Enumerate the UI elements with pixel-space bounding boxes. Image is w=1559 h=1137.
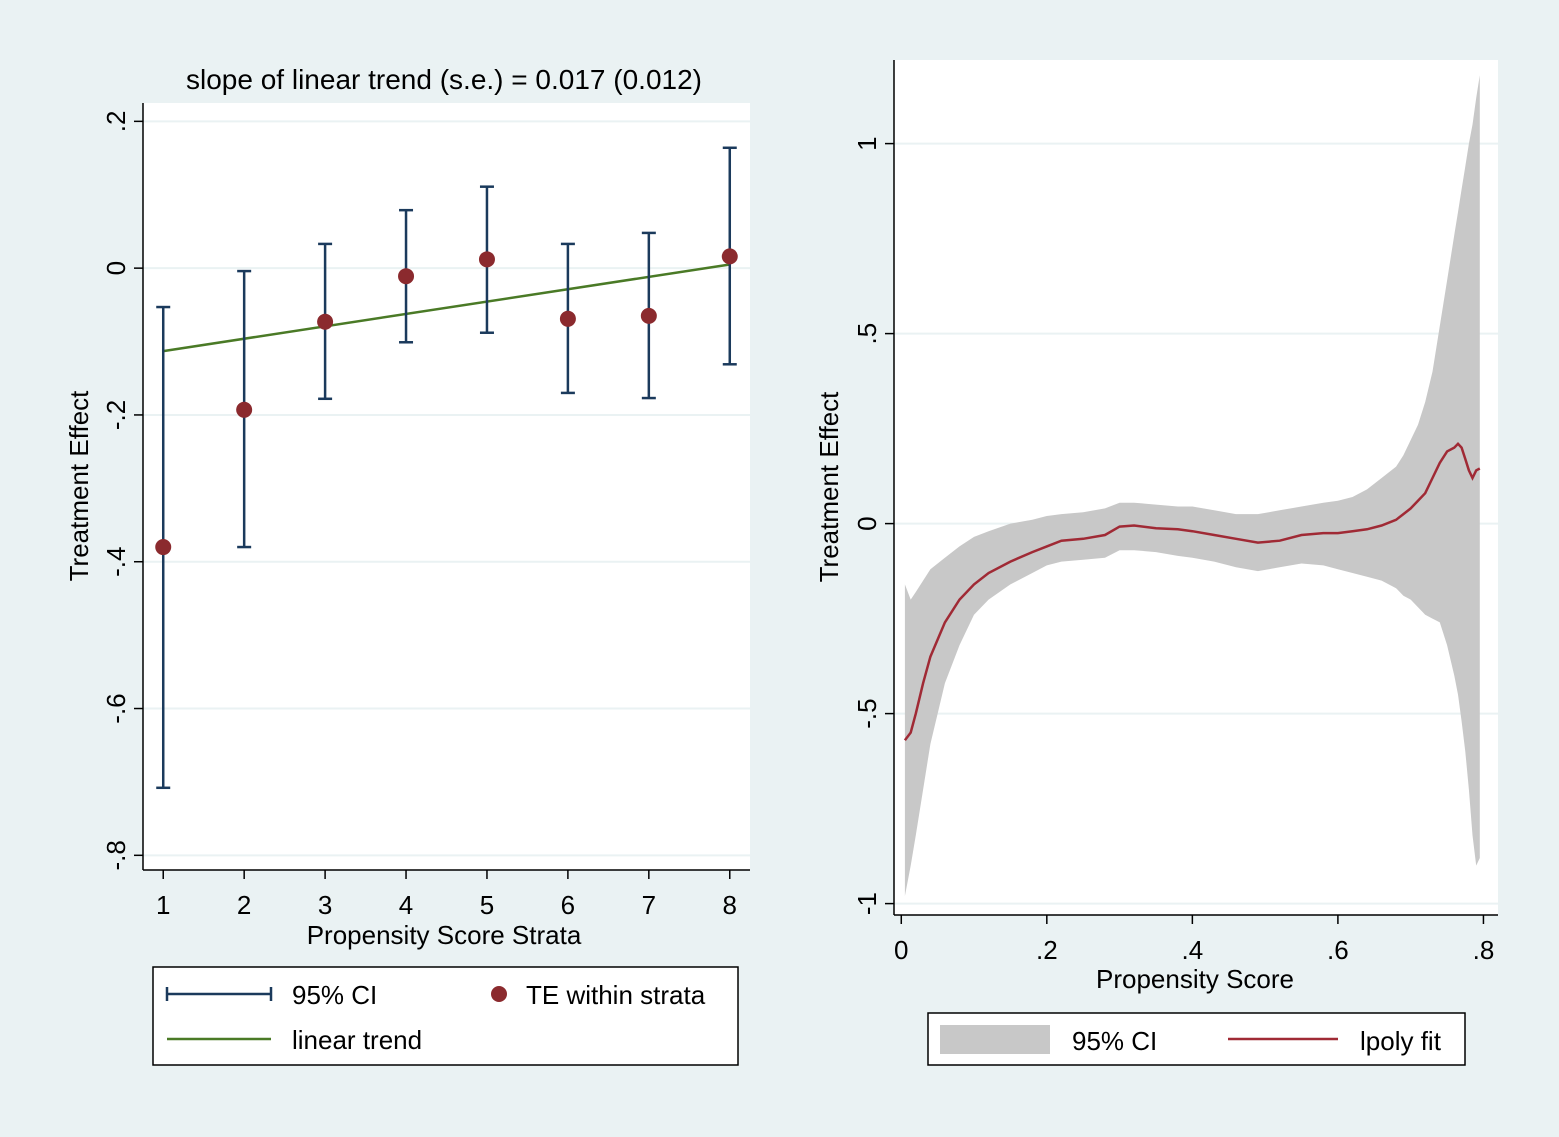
right-data-marks: [903, 75, 1481, 896]
x-tick-label: 7: [642, 890, 656, 920]
x-tick-label: .6: [1327, 935, 1349, 965]
left-legend-label-trend: linear trend: [292, 1025, 422, 1055]
right-chart: -1 -.5 0 .5 1 0 .2 .4 .6 .8 Propensity Score Tre…: [814, 60, 1498, 1066]
left-legend-box: [152, 966, 739, 1066]
y-tick-label: -1: [852, 892, 882, 915]
right-legend-label-lpoly: lpoly fit: [1360, 1026, 1442, 1056]
left-data-marks: [155, 146, 738, 790]
left-x-axis-label: Propensity Score Strata: [307, 920, 582, 950]
y-tick-label: .5: [852, 323, 882, 345]
left-legend: 95% CI TE within strata linear trend: [152, 966, 739, 1066]
y-tick-label: -.2: [101, 400, 131, 430]
right-y-axis-label: Treatment Effect: [814, 391, 844, 583]
left-y-axis-label: Treatment Effect: [64, 390, 94, 582]
left-x-axis: 1 2 3 4 5 6 7 8: [143, 869, 750, 920]
right-x-axis: 0 .2 .4 .6 .8: [894, 914, 1498, 965]
x-tick-label: 0: [894, 935, 908, 965]
x-tick-label: .8: [1473, 935, 1495, 965]
left-chart-title: slope of linear trend (s.e.) = 0.017 (0.…: [186, 64, 702, 95]
left-legend-label-te: TE within strata: [526, 980, 706, 1010]
x-tick-label: 4: [399, 890, 413, 920]
y-tick-label: .2: [101, 111, 131, 133]
te-point: [559, 310, 576, 327]
x-tick-label: 8: [723, 890, 737, 920]
y-tick-label: -.4: [101, 547, 131, 577]
x-tick-label: .2: [1036, 935, 1058, 965]
x-tick-label: 6: [561, 890, 575, 920]
te-point: [155, 539, 172, 556]
legend-symbol-ci-band: [940, 1025, 1050, 1054]
left-plot-area: [143, 103, 750, 870]
right-legend: 95% CI lpoly fit: [927, 1012, 1466, 1066]
x-tick-label: 5: [480, 890, 494, 920]
x-tick-label: .4: [1182, 935, 1204, 965]
linear-trend-line: [163, 263, 730, 353]
legend-symbol-ci-errorbar: [165, 987, 273, 1001]
y-tick-label: 0: [852, 516, 882, 530]
te-point: [640, 307, 657, 324]
left-chart: -.8 -.6 -.4 -.2 0 .2 1 2 3 4 5 6 7 8 slope of linear…: [64, 64, 750, 1066]
y-tick-label: 0: [101, 261, 131, 275]
left-y-axis: -.8 -.6 -.4 -.2 0 .2: [101, 103, 144, 870]
right-legend-label-ci: 95% CI: [1072, 1026, 1157, 1056]
right-x-axis-label: Propensity Score: [1096, 964, 1294, 994]
y-tick-label: -.6: [101, 693, 131, 723]
te-point: [478, 251, 495, 268]
y-tick-label: -.8: [101, 840, 131, 870]
right-y-axis: -1 -.5 0 .5 1: [852, 60, 895, 915]
legend-symbol-te-dot: [491, 986, 507, 1002]
left-legend-label-ci: 95% CI: [292, 980, 377, 1010]
x-tick-label: 1: [156, 890, 170, 920]
y-tick-label: -.5: [852, 698, 882, 728]
x-tick-label: 2: [237, 890, 251, 920]
y-tick-label: 1: [852, 136, 882, 150]
te-point: [721, 248, 738, 265]
te-point: [317, 313, 334, 330]
te-point: [398, 268, 415, 285]
lpoly-fit-line: [903, 441, 1481, 741]
x-tick-label: 3: [318, 890, 332, 920]
te-point: [236, 401, 253, 418]
